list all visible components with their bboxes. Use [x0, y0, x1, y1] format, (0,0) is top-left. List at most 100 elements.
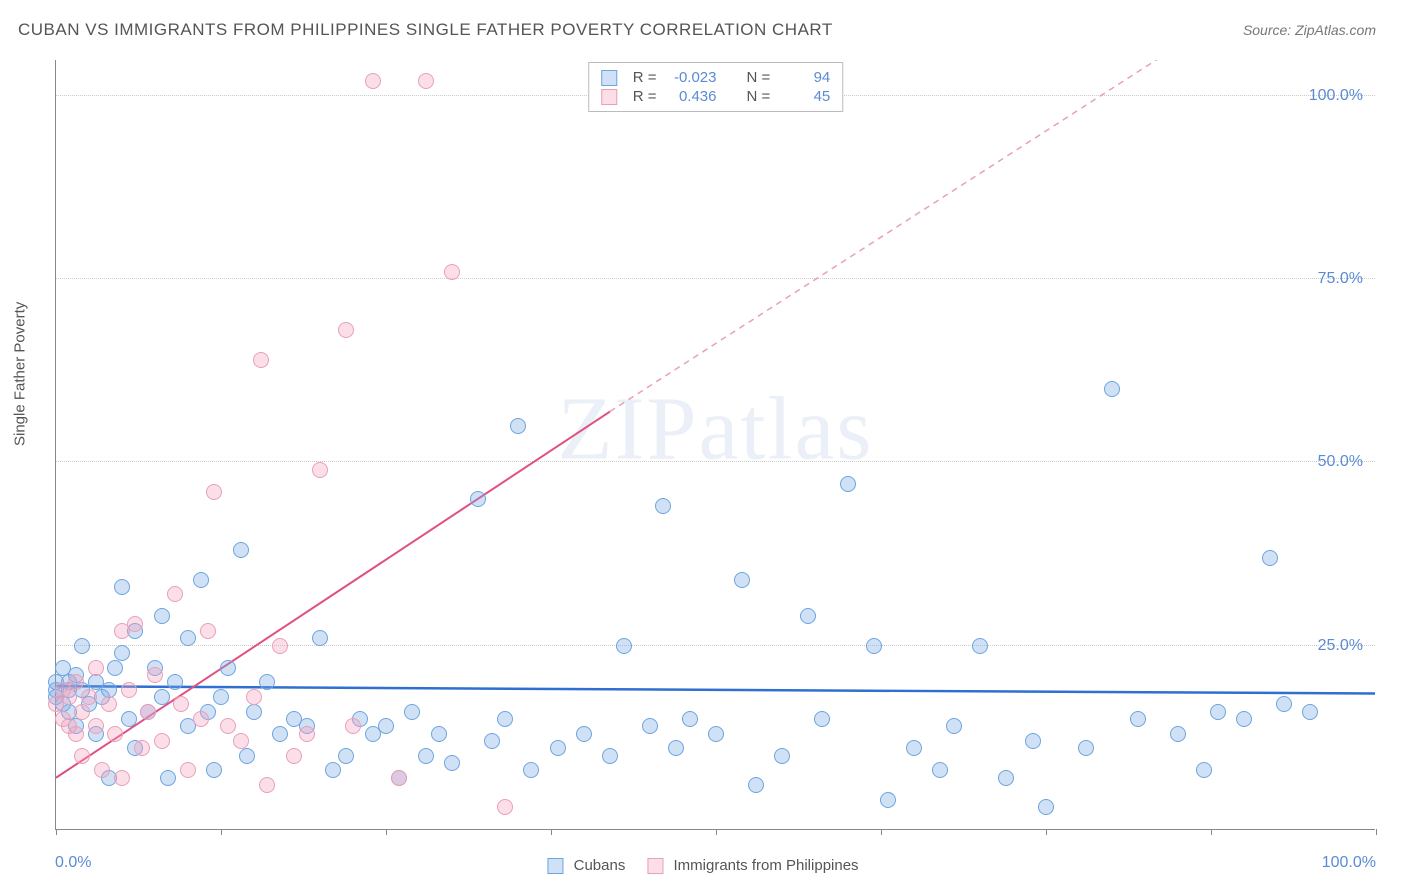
marker-cubans	[1210, 704, 1226, 720]
marker-cubans	[1078, 740, 1094, 756]
y-tick-label: 75.0%	[1318, 270, 1363, 288]
marker-cubans	[418, 748, 434, 764]
marker-philippines	[246, 689, 262, 705]
marker-cubans	[946, 718, 962, 734]
marker-cubans	[1262, 550, 1278, 566]
marker-philippines	[259, 777, 275, 793]
marker-philippines	[233, 733, 249, 749]
marker-cubans	[814, 711, 830, 727]
marker-philippines	[114, 770, 130, 786]
marker-cubans	[444, 755, 460, 771]
marker-cubans	[220, 660, 236, 676]
marker-cubans	[774, 748, 790, 764]
marker-philippines	[253, 352, 269, 368]
marker-cubans	[576, 726, 592, 742]
marker-cubans	[682, 711, 698, 727]
marker-cubans	[668, 740, 684, 756]
marker-cubans	[880, 792, 896, 808]
legend-r-label-1: R =	[633, 69, 657, 86]
marker-cubans	[206, 762, 222, 778]
legend-r-value-1: -0.023	[667, 69, 717, 86]
marker-cubans	[1104, 381, 1120, 397]
bottom-legend-label-1: Cubans	[574, 857, 626, 874]
marker-cubans	[1236, 711, 1252, 727]
legend-n-value-2: 45	[780, 88, 830, 105]
x-tick	[56, 829, 57, 835]
legend-row-philippines: R = 0.436 N = 45	[601, 88, 831, 105]
marker-philippines	[193, 711, 209, 727]
bottom-swatch-cubans	[547, 858, 563, 874]
legend-n-label-2: N =	[747, 88, 771, 105]
legend-r-value-2: 0.436	[667, 88, 717, 105]
watermark-zip: ZIP	[558, 380, 699, 479]
marker-cubans	[378, 718, 394, 734]
marker-cubans	[193, 572, 209, 588]
marker-cubans	[101, 682, 117, 698]
marker-philippines	[180, 762, 196, 778]
marker-philippines	[173, 696, 189, 712]
legend-row-cubans: R = -0.023 N = 94	[601, 69, 831, 86]
marker-cubans	[470, 491, 486, 507]
marker-cubans	[1025, 733, 1041, 749]
legend-n-label-1: N =	[747, 69, 771, 86]
bottom-swatch-philippines	[647, 858, 663, 874]
legend-n-value-1: 94	[780, 69, 830, 86]
marker-philippines	[140, 704, 156, 720]
marker-cubans	[906, 740, 922, 756]
marker-cubans	[404, 704, 420, 720]
marker-philippines	[418, 73, 434, 89]
marker-cubans	[312, 630, 328, 646]
marker-philippines	[272, 638, 288, 654]
gridline	[56, 278, 1375, 279]
marker-cubans	[167, 674, 183, 690]
marker-cubans	[114, 579, 130, 595]
marker-philippines	[134, 740, 150, 756]
marker-cubans	[1196, 762, 1212, 778]
marker-philippines	[200, 623, 216, 639]
marker-philippines	[345, 718, 361, 734]
marker-cubans	[1276, 696, 1292, 712]
marker-cubans	[431, 726, 447, 742]
marker-cubans	[972, 638, 988, 654]
marker-philippines	[88, 660, 104, 676]
marker-cubans	[800, 608, 816, 624]
marker-philippines	[444, 264, 460, 280]
marker-cubans	[74, 638, 90, 654]
watermark-atlas: atlas	[699, 380, 874, 479]
marker-philippines	[107, 726, 123, 742]
x-tick	[386, 829, 387, 835]
marker-cubans	[708, 726, 724, 742]
marker-philippines	[220, 718, 236, 734]
marker-philippines	[101, 696, 117, 712]
marker-cubans	[233, 542, 249, 558]
correlation-legend-box: R = -0.023 N = 94 R = 0.436 N = 45	[588, 62, 844, 112]
x-axis-label-max: 100.0%	[1322, 854, 1376, 872]
marker-cubans	[484, 733, 500, 749]
x-tick	[1376, 829, 1377, 835]
marker-philippines	[338, 322, 354, 338]
marker-philippines	[81, 689, 97, 705]
marker-philippines	[61, 689, 77, 705]
marker-cubans	[998, 770, 1014, 786]
legend-swatch-philippines	[601, 89, 617, 105]
marker-philippines	[299, 726, 315, 742]
gridline	[56, 461, 1375, 462]
marker-cubans	[259, 674, 275, 690]
y-axis-label: Single Father Poverty	[12, 302, 29, 446]
marker-cubans	[734, 572, 750, 588]
marker-philippines	[167, 586, 183, 602]
marker-cubans	[154, 689, 170, 705]
marker-cubans	[272, 726, 288, 742]
marker-cubans	[616, 638, 632, 654]
marker-cubans	[655, 498, 671, 514]
marker-cubans	[840, 476, 856, 492]
legend-swatch-cubans	[601, 70, 617, 86]
x-tick	[1211, 829, 1212, 835]
marker-philippines	[391, 770, 407, 786]
marker-cubans	[154, 608, 170, 624]
marker-cubans	[114, 645, 130, 661]
marker-cubans	[338, 748, 354, 764]
x-tick	[1046, 829, 1047, 835]
marker-cubans	[246, 704, 262, 720]
marker-cubans	[107, 660, 123, 676]
